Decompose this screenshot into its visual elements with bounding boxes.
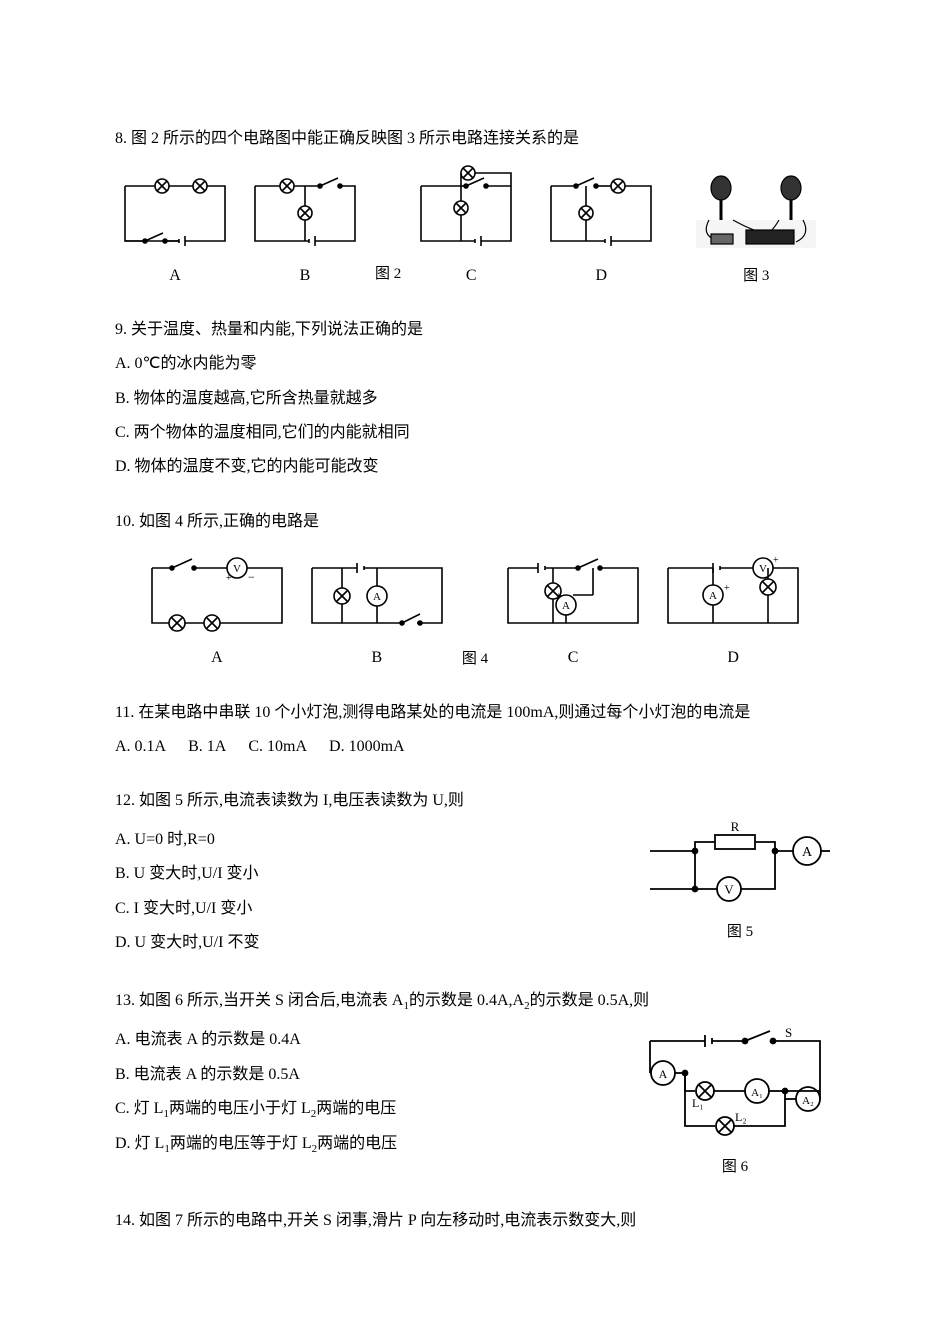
- svg-text:S: S: [785, 1025, 792, 1040]
- fig4-caption: 图 4: [462, 645, 488, 674]
- q8-label-B: B: [300, 261, 311, 291]
- svg-text:V: V: [233, 563, 241, 575]
- question-14: 14. 如图 7 所示的电路中,开关 S 闭事,滑片 P 向左移动时,电流表示数…: [115, 1206, 835, 1236]
- q9-B: B. 物体的温度越高,它所含热量就越多: [115, 384, 835, 414]
- fig3-caption: 图 3: [743, 262, 769, 291]
- svg-text:L₁: L₁: [692, 1096, 704, 1110]
- q11-text: 11. 在某电路中串联 10 个小灯泡,测得电路某处的电流是 100mA,则通过…: [115, 698, 835, 728]
- q10-figures: V + − A: [115, 543, 835, 673]
- q9-A: A. 0℃的冰内能为零: [115, 349, 835, 379]
- q13-text: 13. 如图 6 所示,当开关 S 闭合后,电流表 A1的示数是 0.4A,A2…: [115, 986, 835, 1017]
- q11-D: D. 1000mA: [329, 738, 405, 755]
- q12-D: D. U 变大时,U/I 不变: [115, 928, 615, 958]
- q8-circuit-A: A: [115, 161, 235, 291]
- q13-text-pre: 13. 如图 6 所示,当开关 S 闭合后,电流表 A: [115, 992, 403, 1009]
- question-9: 9. 关于温度、热量和内能,下列说法正确的是 A. 0℃的冰内能为零 B. 物体…: [115, 315, 835, 483]
- question-12: 12. 如图 5 所示,电流表读数为 I,电压表读数为 U,则 A. U=0 时…: [115, 786, 835, 962]
- svg-text:A: A: [562, 600, 570, 612]
- q9-D: D. 物体的温度不变,它的内能可能改变: [115, 452, 835, 482]
- q9-C: C. 两个物体的温度相同,它们的内能就相同: [115, 418, 835, 448]
- svg-text:A: A: [802, 845, 813, 860]
- svg-text:+: +: [226, 573, 232, 584]
- q11-C: C. 10mA: [248, 738, 307, 755]
- q10-label-A: A: [211, 643, 223, 673]
- question-8: 8. 图 2 所示的四个电路图中能正确反映图 3 所示电路连接关系的是 A: [115, 124, 835, 291]
- q8-circuit-D: D: [541, 161, 661, 291]
- q11-A: A. 0.1A: [115, 738, 166, 755]
- q13-figure: S A L₁ A₁: [635, 1021, 835, 1182]
- svg-text:V: V: [759, 563, 767, 575]
- q10-fig4-label: 图 4: [462, 643, 488, 674]
- q8-circuit-C: C: [411, 161, 531, 291]
- q13-B: B. 电流表 A 的示数是 0.5A: [115, 1060, 605, 1090]
- q8-label-C: C: [466, 261, 477, 291]
- q10-label-B: B: [372, 643, 383, 673]
- svg-text:A: A: [709, 590, 717, 602]
- q13-text-post: 的示数是 0.5A,则: [530, 992, 650, 1009]
- svg-text:A: A: [373, 591, 381, 603]
- svg-text:+: +: [724, 583, 730, 594]
- fig5-caption: 图 5: [727, 918, 753, 947]
- question-11: 11. 在某电路中串联 10 个小灯泡,测得电路某处的电流是 100mA,则通过…: [115, 698, 835, 763]
- svg-text:L₂: L₂: [735, 1110, 747, 1124]
- q12-C: C. I 变大时,U/I 变小: [115, 894, 615, 924]
- q10-circuit-C: A + C: [498, 543, 648, 673]
- fig6-caption: 图 6: [722, 1153, 748, 1182]
- q10-circuit-B: A B: [302, 543, 452, 673]
- svg-text:A₁: A₁: [751, 1087, 763, 1099]
- q13-A: A. 电流表 A 的示数是 0.4A: [115, 1025, 605, 1055]
- q12-B: B. U 变大时,U/I 变小: [115, 859, 615, 889]
- q10-label-C: C: [568, 643, 579, 673]
- svg-text:A₂: A₂: [802, 1095, 814, 1107]
- exam-page: 8. 图 2 所示的四个电路图中能正确反映图 3 所示电路连接关系的是 A: [115, 0, 835, 1320]
- svg-text:A: A: [659, 1067, 668, 1081]
- q13-C: C. 灯 L1两端的电压小于灯 L2两端的电压: [115, 1094, 605, 1125]
- q11-B: B. 1A: [188, 738, 226, 755]
- q14-text: 14. 如图 7 所示的电路中,开关 S 闭事,滑片 P 向左移动时,电流表示数…: [115, 1206, 835, 1236]
- q13-C-post: 两端的电压: [316, 1100, 396, 1117]
- q9-text: 9. 关于温度、热量和内能,下列说法正确的是: [115, 315, 835, 345]
- q8-circuit-B: B: [245, 161, 365, 291]
- q12-R-label: R: [731, 821, 740, 834]
- q12-figure: R V A 图 5: [645, 821, 835, 947]
- q11-options: A. 0.1A B. 1A C. 10mA D. 1000mA: [115, 732, 835, 762]
- q10-text: 10. 如图 4 所示,正确的电路是: [115, 507, 835, 537]
- q13-D: D. 灯 L1两端的电压等于灯 L2两端的电压: [115, 1129, 605, 1160]
- q13-C-mid: 两端的电压小于灯 L: [169, 1100, 311, 1117]
- q13-D-mid: 两端的电压等于灯 L: [170, 1135, 312, 1152]
- q10-circuit-A: V + − A: [142, 543, 292, 673]
- q10-circuit-D: V + A + D: [658, 543, 808, 673]
- q8-label-D: D: [595, 261, 607, 291]
- svg-text:−: −: [248, 570, 255, 584]
- q8-label-A: A: [169, 261, 181, 291]
- q13-C-pre: C. 灯 L: [115, 1100, 163, 1117]
- q10-label-D: D: [727, 643, 739, 673]
- fig2-caption: 图 2: [375, 260, 401, 289]
- svg-text:+: +: [556, 591, 562, 602]
- q12-A: A. U=0 时,R=0: [115, 825, 615, 855]
- svg-text:V: V: [724, 882, 734, 897]
- q8-text: 8. 图 2 所示的四个电路图中能正确反映图 3 所示电路连接关系的是: [115, 124, 835, 154]
- q12-text: 12. 如图 5 所示,电流表读数为 I,电压表读数为 U,则: [115, 786, 835, 816]
- q13-text-mid: 的示数是 0.4A,A: [409, 992, 524, 1009]
- q13-D-post: 两端的电压: [317, 1135, 397, 1152]
- question-13: 13. 如图 6 所示,当开关 S 闭合后,电流表 A1的示数是 0.4A,A2…: [115, 986, 835, 1182]
- q8-fig2-label: 图 2: [375, 258, 401, 289]
- question-10: 10. 如图 4 所示,正确的电路是 V + −: [115, 507, 835, 674]
- q8-figures: A B: [115, 160, 835, 291]
- svg-text:+: +: [773, 555, 779, 566]
- q8-photo: 图 3: [691, 160, 821, 291]
- q13-D-pre: D. 灯 L: [115, 1135, 164, 1152]
